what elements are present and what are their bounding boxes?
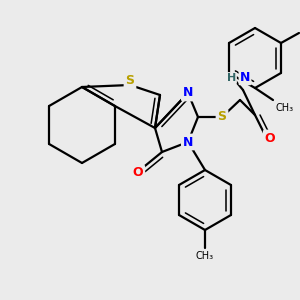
Text: CH₃: CH₃ <box>276 103 294 113</box>
Text: CH₃: CH₃ <box>196 251 214 261</box>
Text: N: N <box>240 71 250 84</box>
Text: N: N <box>183 86 193 100</box>
Text: S: S <box>125 74 134 88</box>
Text: O: O <box>133 167 143 179</box>
Text: N: N <box>183 136 193 148</box>
Text: O: O <box>265 131 275 145</box>
Text: S: S <box>218 110 226 124</box>
Text: H: H <box>227 73 236 83</box>
